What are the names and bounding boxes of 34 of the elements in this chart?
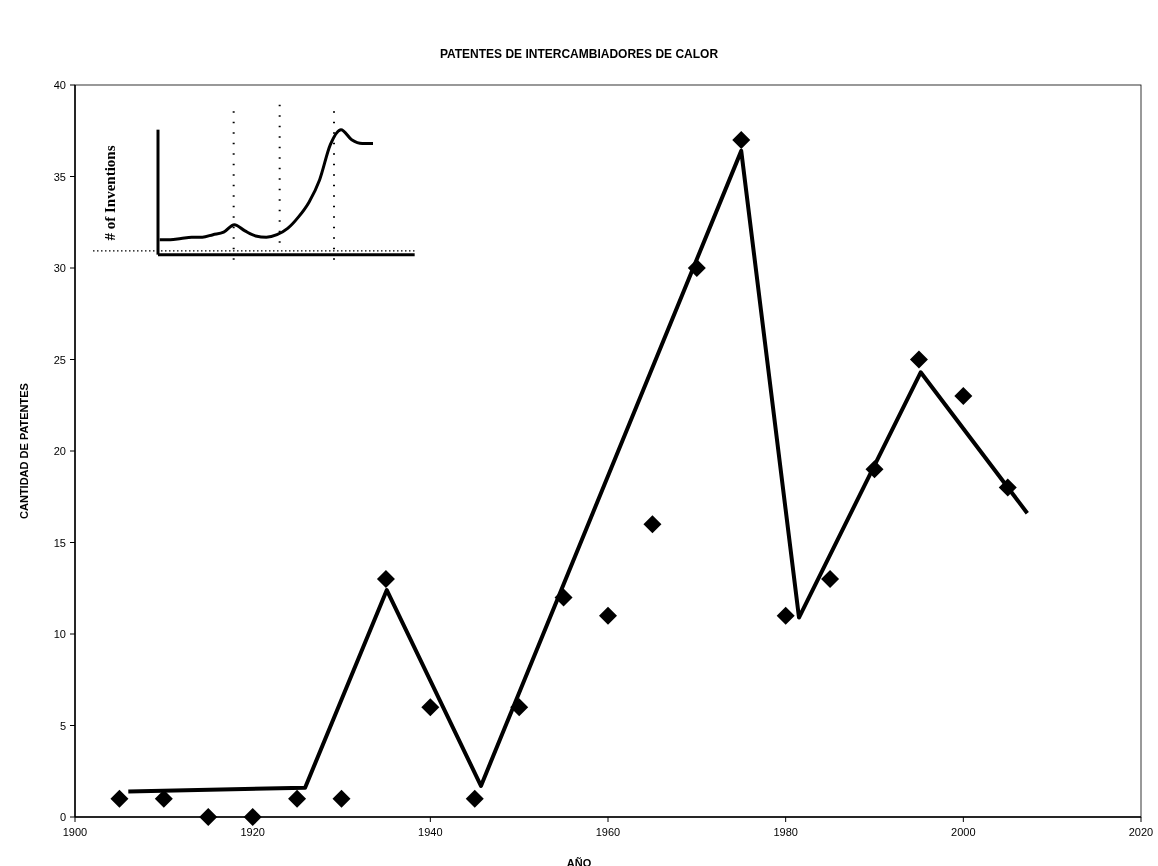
point <box>909 350 928 369</box>
point <box>465 789 484 808</box>
x-tick-label: 2020 <box>1128 826 1154 838</box>
x-tick-label: 1980 <box>773 826 798 838</box>
point <box>599 606 617 625</box>
point <box>110 789 129 808</box>
y-tick-label: 25 <box>53 353 66 366</box>
y-tick-label: 35 <box>53 170 66 183</box>
y-tick-label: 20 <box>53 445 66 457</box>
y-tick-label: 0 <box>59 811 66 823</box>
point <box>288 789 307 808</box>
y-axis-title: CANTIDAD DE PATENTES <box>18 383 30 519</box>
x-tick-label: 1940 <box>418 826 443 838</box>
point <box>421 698 440 717</box>
point <box>243 808 262 826</box>
point <box>732 130 751 149</box>
point <box>199 808 218 826</box>
x-tick-label: 1960 <box>595 826 621 838</box>
y-tick-label: 15 <box>53 536 66 549</box>
point <box>332 789 351 808</box>
point <box>376 570 395 589</box>
x-tick-label: 1920 <box>240 826 265 838</box>
y-tick-label: 30 <box>53 262 66 274</box>
x-tick-label: 1900 <box>62 826 88 838</box>
y-axis-title: # of Inventions <box>101 145 118 241</box>
point <box>821 570 840 589</box>
point <box>954 387 973 406</box>
y-tick-label: 5 <box>59 719 66 732</box>
y-tick-label: 10 <box>53 628 66 640</box>
point <box>776 606 795 625</box>
x-tick-label: 2000 <box>951 826 976 838</box>
point <box>643 515 662 534</box>
y-tick-label: 40 <box>53 79 66 91</box>
chart-title: PATENTES DE INTERCAMBIADORES DE CALOR <box>439 47 719 61</box>
